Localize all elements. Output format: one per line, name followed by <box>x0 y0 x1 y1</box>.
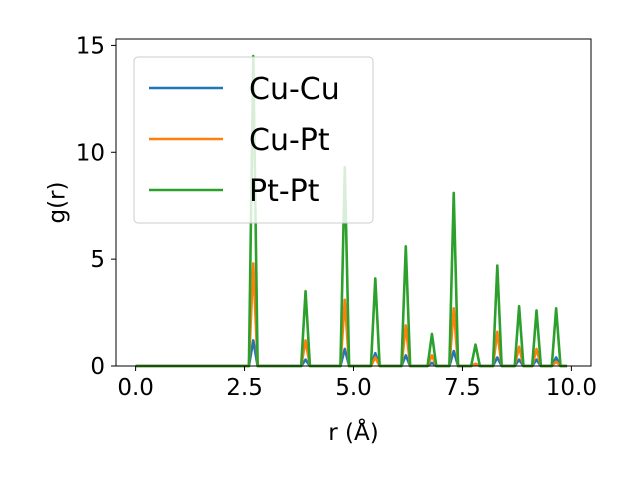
y-tick-label: 15 <box>76 33 105 59</box>
x-axis-label: r (Å) <box>328 418 378 446</box>
y-axis-label: g(r) <box>45 181 71 223</box>
legend-label: Cu-Cu <box>249 72 340 107</box>
x-tick-label: 5.0 <box>335 375 372 401</box>
y-axis: 0 5 10 15 <box>76 33 116 380</box>
legend-label: Pt-Pt <box>249 174 320 209</box>
legend-box <box>133 56 374 224</box>
y-tick-label: 0 <box>90 354 105 380</box>
x-tick-label: 2.5 <box>226 375 263 401</box>
legend: Cu-Cu Cu-Pt Pt-Pt <box>133 56 374 224</box>
x-tick-label: 0.0 <box>117 375 154 401</box>
x-tick-label: 10.0 <box>546 375 597 401</box>
y-tick-label: 5 <box>90 247 105 273</box>
y-tick-label: 10 <box>76 140 105 166</box>
x-axis: 0.0 2.5 5.0 7.5 10.0 <box>117 366 597 401</box>
legend-label: Cu-Pt <box>249 123 330 158</box>
x-tick-label: 7.5 <box>444 375 481 401</box>
